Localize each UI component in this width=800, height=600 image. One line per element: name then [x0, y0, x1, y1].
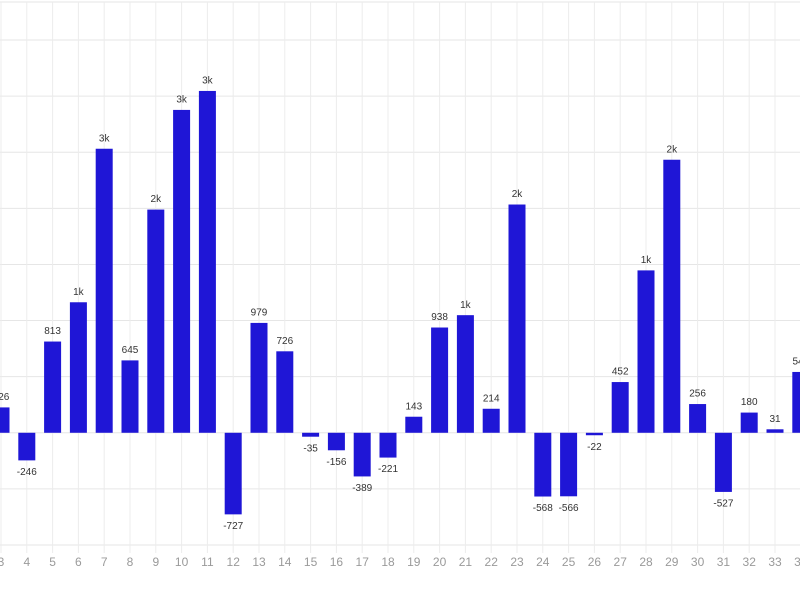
x-tick-label: 27: [614, 555, 628, 569]
bar: [95, 148, 113, 433]
data-label: -246: [17, 467, 37, 478]
x-tick-label: 9: [152, 555, 159, 569]
bar: [456, 315, 474, 433]
bar: [121, 360, 139, 433]
bar: [353, 432, 371, 477]
data-label: 979: [251, 308, 268, 319]
x-tick-label: 13: [252, 555, 266, 569]
bar: [740, 412, 758, 433]
x-tick-label: 5: [49, 555, 56, 569]
data-label: 214: [483, 393, 500, 404]
x-tick-label: 32: [743, 555, 757, 569]
data-label: -527: [713, 499, 733, 510]
data-label: -22: [587, 442, 602, 453]
x-tick-label: 12: [227, 555, 241, 569]
bar: [147, 209, 165, 433]
x-tick-label: 23: [510, 555, 524, 569]
bar: [327, 432, 345, 451]
x-tick-label: 17: [356, 555, 370, 569]
x-tick-label: 30: [691, 555, 705, 569]
data-label: 256: [689, 389, 706, 400]
bar: [224, 432, 242, 515]
x-tick-label: 25: [562, 555, 576, 569]
x-tick-label: 3: [0, 555, 5, 569]
x-tick-label: 28: [639, 555, 653, 569]
bar: [379, 432, 397, 458]
x-tick-label: 21: [459, 555, 473, 569]
data-label: 143: [405, 401, 422, 412]
bar: [560, 432, 578, 497]
bar: [250, 322, 268, 433]
x-tick-label: 26: [588, 555, 602, 569]
x-tick-label: 8: [127, 555, 134, 569]
bar: [0, 407, 10, 433]
bar: [534, 432, 552, 497]
data-label: 1k: [460, 300, 472, 311]
data-label: 2k: [667, 144, 679, 155]
bar: [663, 159, 681, 433]
data-label: 1k: [73, 287, 85, 298]
bar: [405, 416, 423, 433]
bar: [18, 432, 36, 461]
bar: [611, 382, 629, 433]
data-label: 452: [612, 367, 629, 378]
data-label: -566: [559, 503, 579, 514]
x-tick-label: 33: [768, 555, 782, 569]
bar: [302, 432, 320, 437]
data-label: 2k: [512, 189, 524, 200]
data-label: 645: [122, 345, 139, 356]
x-tick-label: 22: [485, 555, 499, 569]
bar: [714, 432, 732, 492]
data-label: 2k: [151, 194, 163, 205]
x-tick-label: 15: [304, 555, 318, 569]
data-label: 938: [431, 312, 448, 323]
bar: [276, 351, 294, 433]
bar: [585, 432, 603, 436]
x-tick-label: 31: [717, 555, 731, 569]
data-label: -389: [352, 483, 372, 494]
bar: [69, 302, 87, 433]
x-tick-label: 14: [278, 555, 292, 569]
data-label: 180: [741, 397, 758, 408]
x-tick-label: 6: [75, 555, 82, 569]
x-tick-label: 10: [175, 555, 189, 569]
data-label: 542: [792, 357, 800, 368]
x-tick-label: 18: [381, 555, 395, 569]
bar: [173, 109, 191, 433]
bar: [44, 341, 62, 433]
data-label: -156: [326, 457, 346, 468]
data-label: 813: [44, 326, 61, 337]
x-tick-label: 29: [665, 555, 679, 569]
data-label: -727: [223, 521, 243, 532]
x-tick-label: 20: [433, 555, 447, 569]
x-tick-label: 34: [794, 555, 800, 569]
x-tick-label: 19: [407, 555, 421, 569]
data-label: 31: [769, 414, 781, 425]
data-label: 3k: [176, 95, 188, 106]
data-label: -568: [533, 503, 553, 514]
data-label: 226: [0, 392, 10, 403]
bar: [508, 204, 526, 433]
bar: [198, 90, 216, 433]
data-label: -221: [378, 464, 398, 475]
x-tick-label: 16: [330, 555, 344, 569]
bar: [792, 371, 800, 433]
bar: [431, 327, 449, 433]
bar: [482, 408, 500, 433]
data-label: 3k: [202, 76, 214, 87]
bar: [689, 404, 707, 433]
data-label: -35: [303, 443, 318, 454]
x-tick-label: 24: [536, 555, 550, 569]
data-label: 1k: [641, 255, 653, 266]
x-tick-label: 4: [23, 555, 30, 569]
x-tick-label: 11: [201, 555, 214, 569]
bar: [766, 429, 784, 433]
x-tick-label: 7: [101, 555, 108, 569]
bar: [637, 270, 655, 433]
data-label: 3k: [99, 133, 111, 144]
data-label: 726: [276, 336, 293, 347]
